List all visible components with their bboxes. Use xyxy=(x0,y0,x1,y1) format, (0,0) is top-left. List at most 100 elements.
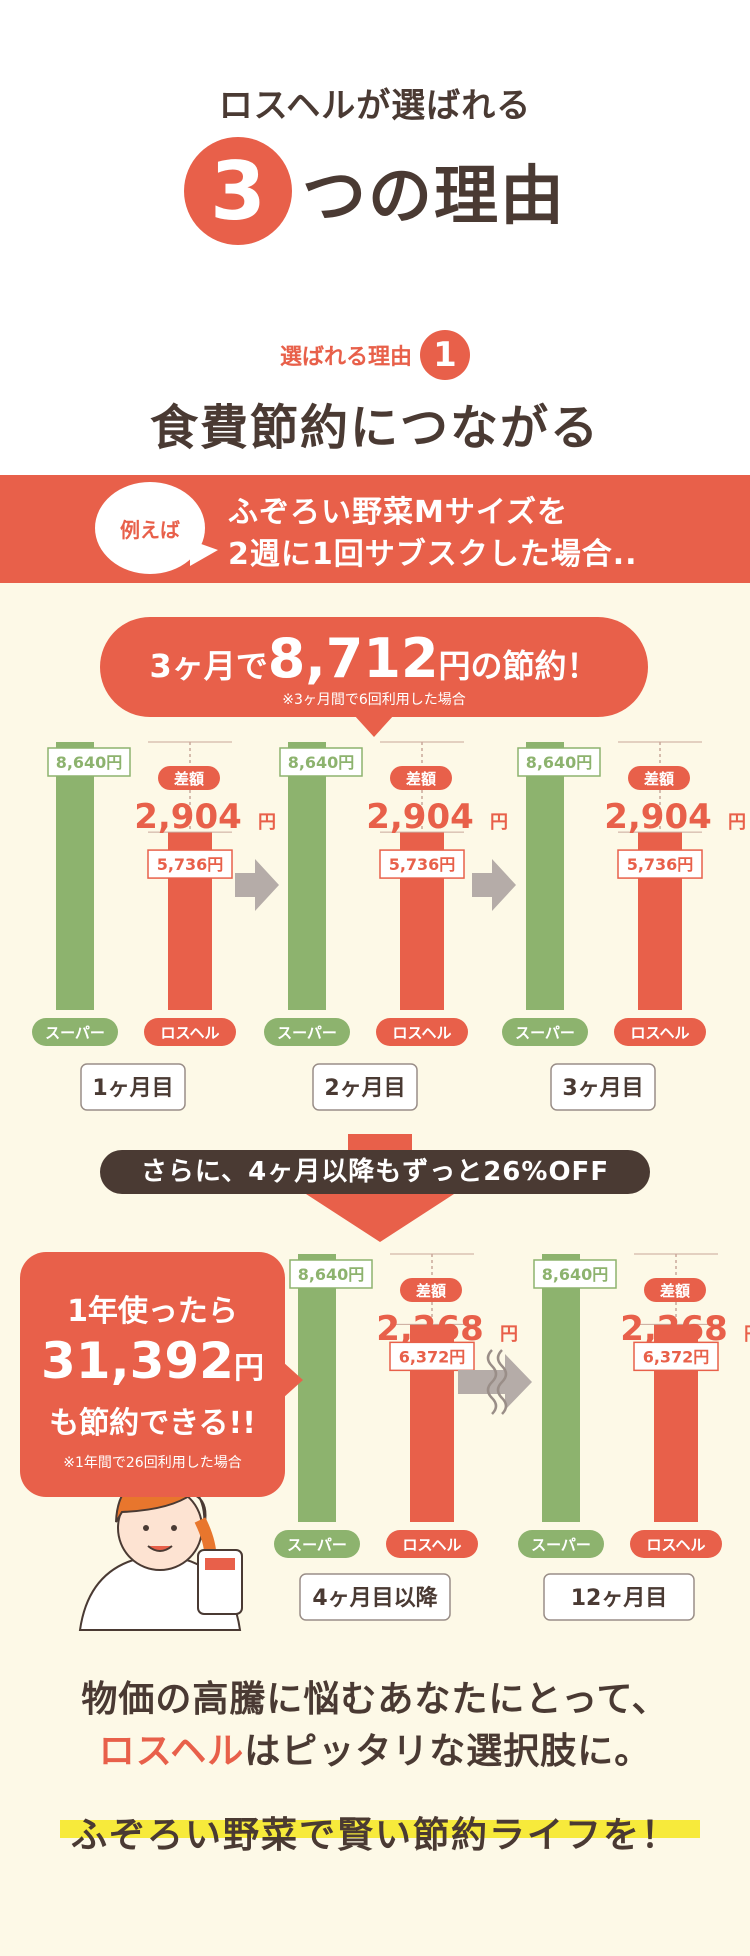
roshel-category-label-g0-p1: ロスヘル xyxy=(393,1024,452,1042)
super-category-pill-g0-p0 xyxy=(32,1018,118,1046)
diff-label-g0-p2: 差額 xyxy=(644,770,674,788)
example-line-1: ふぞろい野菜Mサイズを xyxy=(228,495,568,530)
diff-unit-g0-p1: 円 xyxy=(490,812,508,833)
super-category-pill-g1-p0 xyxy=(274,1530,360,1558)
conclusion-line-1: 物価の高騰に悩むあなたにとって、 xyxy=(81,1679,669,1720)
example-bubble: 例えば xyxy=(95,482,205,574)
period-label-g0-p2: 3ヶ月目 xyxy=(562,1076,643,1101)
super-bar-g1-p0 xyxy=(298,1254,336,1522)
diff-unit-g0-p2: 円 xyxy=(728,812,746,833)
page-headline: ロスヘルが選ばれる xyxy=(218,86,532,126)
roshel-value-label-g0-p2: 5,736円 xyxy=(627,855,694,874)
diff-value-g0-p2: 2,904 xyxy=(604,797,712,837)
period-label-g0-p0: 1ヶ月目 xyxy=(92,1076,173,1101)
reason-label: 選ばれる理由 xyxy=(279,345,412,370)
diff-label-g0-p1: 差額 xyxy=(406,770,436,788)
person-eye-right xyxy=(171,1525,177,1531)
person-mouth xyxy=(147,1545,173,1552)
diff-unit-g1-p0: 円 xyxy=(500,1324,518,1345)
reason-title: 食費節約につながる xyxy=(149,400,600,456)
super-value-label-g0-p1: 8,640円 xyxy=(288,753,355,772)
super-category-pill-g0-p1 xyxy=(264,1018,350,1046)
diff-pill-g1-p1 xyxy=(644,1278,706,1302)
super-category-pill-g0-p2 xyxy=(502,1018,588,1046)
saving-headline: 3ヶ月で8,712円の節約！ xyxy=(100,627,648,690)
super-bar-g0-p2 xyxy=(526,742,564,1010)
yearly-amount: 31,392 xyxy=(41,1332,234,1390)
diff-value-g0-p1: 2,904 xyxy=(366,797,474,837)
super-bar-g0-p0 xyxy=(56,742,94,1010)
super-category-label-g0-p1: スーパー xyxy=(277,1024,337,1042)
time-skip-squiggle-2 xyxy=(496,1349,508,1415)
roshel-value-box-g0-p2 xyxy=(617,849,703,879)
saving-note: ※3ヶ月間で6回利用した場合 xyxy=(282,692,466,708)
roshel-category-pill-g0-p0 xyxy=(144,1018,236,1046)
header-section xyxy=(0,0,750,475)
yearly-amount-line: 31,392円 xyxy=(20,1332,285,1390)
reason-count-badge: 3 xyxy=(184,137,292,245)
super-category-pill-g1-p1 xyxy=(518,1530,604,1558)
roshel-category-pill-g0-p1 xyxy=(376,1018,468,1046)
saving-suffix: 円の節約！ xyxy=(438,647,599,685)
saving-amount: 8,712 xyxy=(267,627,439,690)
conclusion-line-2: ロスヘルはピッタリな選択肢に。 xyxy=(0,1722,750,1774)
roshel-category-pill-g1-p1 xyxy=(630,1530,722,1558)
roshel-value-label-g0-p1: 5,736円 xyxy=(389,855,456,874)
reason-count-row: 3 つの理由 xyxy=(0,137,750,245)
roshel-category-label-g1-p1: ロスヘル xyxy=(647,1536,706,1554)
super-bar-g0-p1 xyxy=(288,742,326,1010)
roshel-category-label-g1-p0: ロスヘル xyxy=(403,1536,462,1554)
diff-unit-g1-p1: 円 xyxy=(744,1324,750,1345)
diff-pill-g0-p2 xyxy=(628,766,690,790)
next-arrow-0 xyxy=(235,859,279,911)
roshel-value-label-g1-p0: 6,372円 xyxy=(399,1347,466,1366)
example-text: ふぞろい野菜Mサイズを 2週に1回サブスクした場合.. xyxy=(228,492,638,576)
period-box-g1-p1 xyxy=(543,1573,695,1621)
diff-pill-g0-p1 xyxy=(390,766,452,790)
diff-value-g0-p0: 2,904 xyxy=(134,797,242,837)
super-value-label-g0-p0: 8,640円 xyxy=(56,753,123,772)
yearly-line-1: 1年使ったら xyxy=(67,1294,238,1329)
yearly-line-3: も節約できる!! xyxy=(49,1406,256,1441)
yearly-callout: 1年使ったら 31,392円 も節約できる!! ※1年間で26回利用した場合 xyxy=(20,1252,285,1497)
saving-callout-tail xyxy=(354,715,394,737)
roshel-category-pill-g1-p0 xyxy=(386,1530,478,1558)
super-category-label-g0-p2: スーパー xyxy=(515,1024,575,1042)
period-box-g1-p0 xyxy=(299,1573,451,1621)
super-value-label-g1-p1: 8,640円 xyxy=(542,1265,609,1284)
highlight-marker xyxy=(60,1820,700,1838)
period-box-g0-p1 xyxy=(312,1063,418,1111)
roshel-value-box-g0-p1 xyxy=(379,849,465,879)
roshel-value-label-g0-p0: 5,736円 xyxy=(157,855,224,874)
super-value-box-g1-p0 xyxy=(289,1259,373,1289)
next-arrow-2 xyxy=(458,1354,532,1410)
conclusion-line-3: ふぞろい野菜で賢い節約ライフを！ xyxy=(70,1815,679,1856)
brand-name: ロスヘル xyxy=(98,1731,245,1772)
period-label-g1-p0: 4ヶ月目以降 xyxy=(312,1586,438,1611)
reason-count-suffix: つの理由 xyxy=(302,160,566,234)
super-bar-g1-p1 xyxy=(542,1254,580,1522)
diff-pill-g0-p0 xyxy=(158,766,220,790)
roshel-value-label-g1-p1: 6,372円 xyxy=(643,1347,710,1366)
roshel-value-box-g1-p0 xyxy=(389,1341,475,1372)
roshel-value-box-g0-p0 xyxy=(147,849,233,879)
super-category-label-g0-p0: スーパー xyxy=(45,1024,105,1042)
yearly-note: ※1年間で26回利用した場合 xyxy=(63,1455,242,1471)
roshel-value-box-g1-p1 xyxy=(633,1341,719,1372)
period-label-g1-p1: 12ヶ月目 xyxy=(571,1586,668,1611)
yearly-callout-tail xyxy=(283,1362,303,1398)
diff-label-g0-p0: 差額 xyxy=(174,770,204,788)
super-value-label-g1-p0: 8,640円 xyxy=(298,1265,365,1284)
super-category-label-g1-p0: スーパー xyxy=(287,1536,347,1554)
next-arrow-1 xyxy=(472,859,516,911)
period-label-g0-p1: 2ヶ月目 xyxy=(324,1076,405,1101)
example-line-2: 2週に1回サブスクした場合.. xyxy=(228,537,638,572)
super-category-label-g1-p1: スーパー xyxy=(531,1536,591,1554)
calculator-screen-icon xyxy=(205,1558,235,1570)
super-value-box-g0-p2 xyxy=(517,747,601,777)
reason-label-row: 選ばれる理由 1 xyxy=(0,330,750,380)
super-value-box-g0-p1 xyxy=(279,747,363,777)
super-value-label-g0-p2: 8,640円 xyxy=(526,753,593,772)
yearly-unit: 円 xyxy=(233,1351,264,1386)
